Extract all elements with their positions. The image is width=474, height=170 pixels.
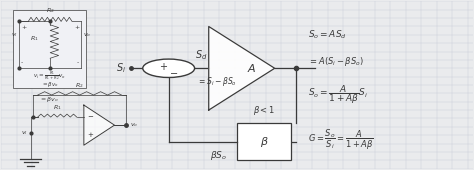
Text: $S_i$: $S_i$ bbox=[116, 61, 126, 75]
Text: $S_o = \dfrac{A}{1 + A\beta}S_i$: $S_o = \dfrac{A}{1 + A\beta}S_i$ bbox=[308, 84, 368, 106]
Text: $= A(S_i - \beta S_o)$: $= A(S_i - \beta S_o)$ bbox=[308, 55, 364, 68]
Text: $\beta S_o$: $\beta S_o$ bbox=[210, 149, 228, 162]
Text: $\beta$: $\beta$ bbox=[260, 135, 268, 149]
Text: $-$: $-$ bbox=[87, 112, 94, 118]
Text: $v_i$: $v_i$ bbox=[21, 129, 28, 137]
Text: $R_1$: $R_1$ bbox=[30, 34, 38, 43]
Text: $= S_i - \beta S_o$: $= S_i - \beta S_o$ bbox=[197, 75, 237, 88]
Text: $v_o$: $v_o$ bbox=[130, 121, 138, 129]
Text: $v_i$: $v_i$ bbox=[10, 31, 18, 39]
Text: $R_1$: $R_1$ bbox=[53, 103, 62, 112]
Text: $S_d$: $S_d$ bbox=[195, 48, 208, 62]
Text: $R_2$: $R_2$ bbox=[46, 6, 55, 15]
Text: $\beta < 1$: $\beta < 1$ bbox=[253, 104, 275, 117]
Text: $-$: $-$ bbox=[169, 67, 178, 77]
Text: $A$: $A$ bbox=[246, 62, 256, 74]
Text: $G = \dfrac{S_o}{S_i} = \dfrac{A}{1 + A\beta}$: $G = \dfrac{S_o}{S_i} = \dfrac{A}{1 + A\… bbox=[308, 128, 374, 152]
Text: $v_i = \frac{R_1}{R_1+R_2}v_o$: $v_i = \frac{R_1}{R_1+R_2}v_o$ bbox=[33, 69, 66, 82]
Polygon shape bbox=[209, 27, 275, 110]
Text: +: + bbox=[21, 25, 27, 30]
Bar bbox=[13, 10, 86, 88]
Text: -: - bbox=[21, 60, 23, 65]
Polygon shape bbox=[84, 105, 115, 145]
Bar bbox=[237, 123, 291, 160]
Text: $v_o$: $v_o$ bbox=[83, 31, 91, 39]
Text: -: - bbox=[77, 60, 79, 65]
Text: $= \beta v_o$: $= \beta v_o$ bbox=[38, 95, 58, 104]
Text: $= \beta v_o$: $= \beta v_o$ bbox=[41, 80, 59, 89]
Text: $R_2$: $R_2$ bbox=[75, 81, 84, 90]
Text: +: + bbox=[74, 25, 79, 30]
Text: $+$: $+$ bbox=[87, 130, 94, 139]
Text: $S_o = AS_d$: $S_o = AS_d$ bbox=[308, 29, 346, 41]
Circle shape bbox=[143, 59, 195, 78]
Text: $+$: $+$ bbox=[159, 61, 168, 72]
